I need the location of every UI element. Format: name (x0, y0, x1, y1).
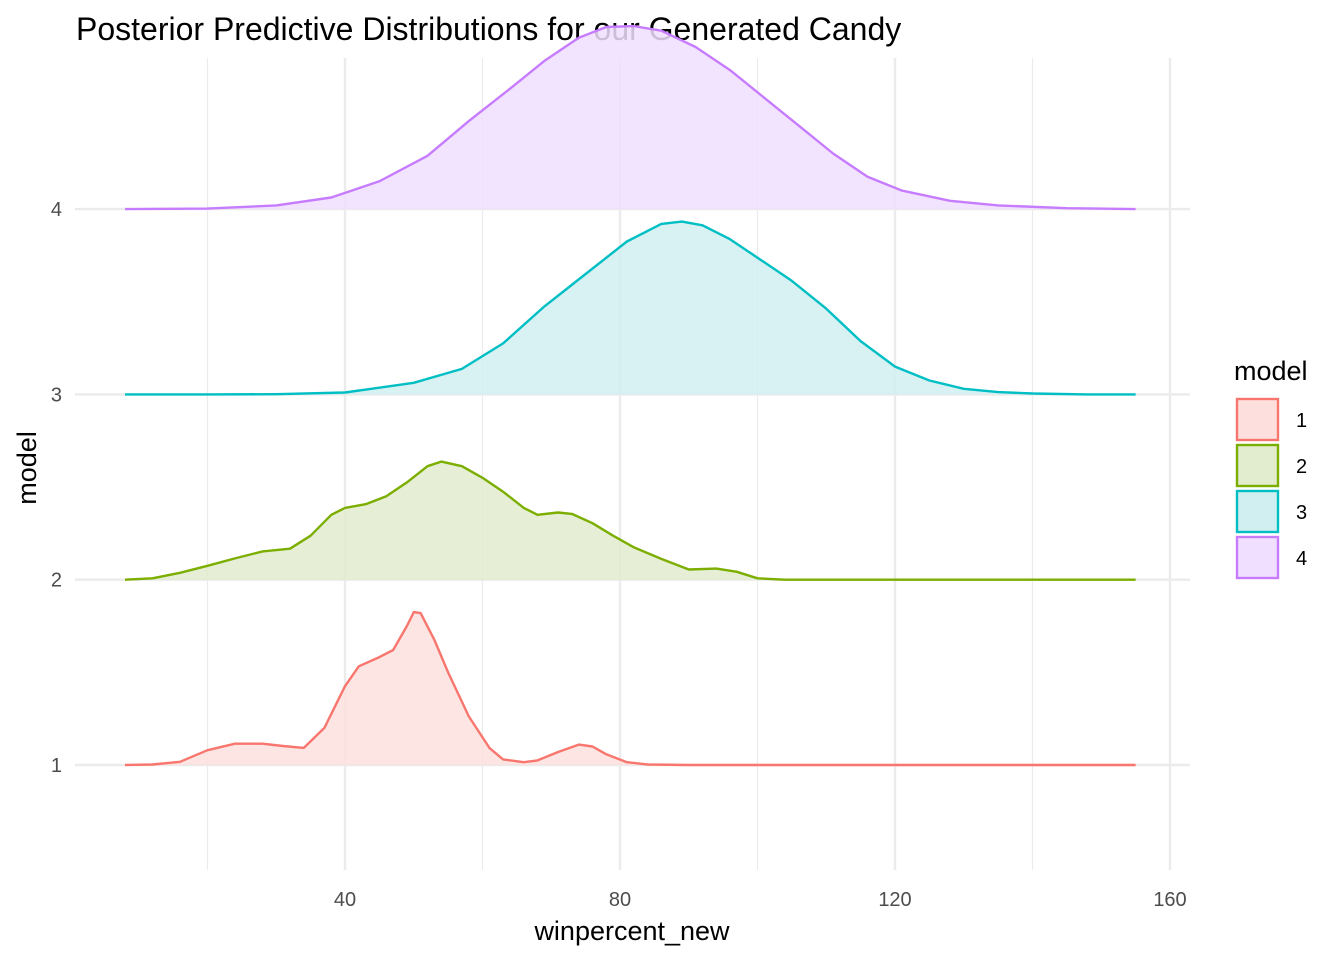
y-axis-title: model (12, 431, 42, 505)
legend-key-model-3 (1235, 489, 1280, 534)
ridge-area-model-2 (125, 461, 1136, 580)
legend-label-model-1: 1 (1296, 410, 1307, 432)
legend-item-model-2: 2 (1235, 443, 1307, 488)
y-tick-label: 2 (51, 570, 62, 592)
ridge-area-model-1 (125, 612, 1136, 765)
legend-items: 1 2 3 4 (1235, 397, 1307, 580)
legend-key-model-1 (1235, 397, 1280, 442)
legend-item-model-4: 4 (1235, 535, 1307, 580)
legend-item-model-1: 1 (1235, 397, 1307, 442)
x-tick-label: 40 (334, 889, 356, 911)
ridge-line-model-4 (124, 24, 1136, 211)
legend: model 1 2 3 4 (1234, 356, 1308, 580)
y-tick-label: 1 (51, 755, 62, 777)
legend-item-model-3: 3 (1235, 489, 1307, 534)
y-axis-ticks: 1 2 3 4 (51, 199, 62, 777)
x-tick-label: 80 (609, 889, 631, 911)
ridge-line-model-3 (125, 220, 1136, 396)
ridge-line-model-2 (124, 460, 1136, 581)
ridge-area-model-4 (125, 26, 1136, 210)
legend-label-model-4: 4 (1296, 548, 1307, 570)
x-axis-ticks: 40 80 120 160 (334, 889, 1187, 911)
y-tick-label: 4 (51, 199, 62, 221)
legend-label-model-2: 2 (1296, 456, 1307, 478)
legend-label-model-3: 3 (1296, 502, 1307, 524)
ridge-line-model-1 (124, 610, 1136, 767)
y-tick-label: 3 (51, 384, 62, 406)
density-ridges (124, 24, 1136, 767)
ridge-area-model-3 (125, 221, 1136, 395)
x-axis-title: winpercent_new (533, 916, 730, 946)
legend-title: model (1234, 356, 1308, 386)
chart-title: Posterior Predictive Distributions for o… (76, 11, 901, 47)
legend-key-model-2 (1235, 443, 1280, 488)
legend-key-model-4 (1235, 535, 1280, 580)
x-tick-label: 120 (878, 889, 911, 911)
x-tick-label: 160 (1153, 889, 1186, 911)
